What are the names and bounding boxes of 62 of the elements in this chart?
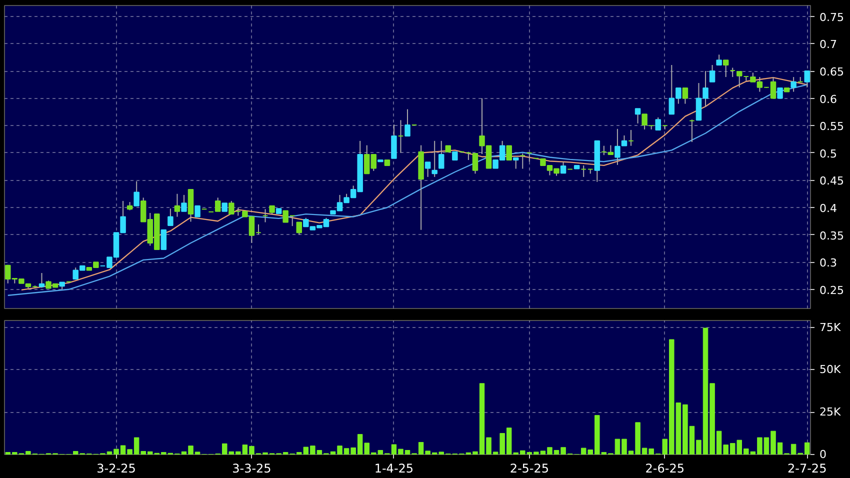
- y-tick-label: 0.6: [820, 92, 837, 106]
- candlestick: [134, 180, 140, 206]
- candlestick: [160, 229, 167, 250]
- x-tick-label: 1-4-25: [374, 462, 414, 476]
- candlestick: [168, 208, 174, 226]
- candlestick: [648, 125, 654, 130]
- x-tick-label: 2-6-25: [645, 462, 684, 476]
- y-tick-label: 0.55: [820, 120, 844, 134]
- candlestick: [432, 140, 438, 178]
- x-tick-label: 2-5-25: [510, 462, 550, 476]
- candlestick: [736, 71, 742, 88]
- candlestick: [296, 222, 302, 236]
- candlestick: [424, 162, 431, 178]
- candlestick: [716, 54, 722, 66]
- candlestick: [730, 67, 736, 78]
- candlestick: [621, 134, 628, 146]
- candlestick: [174, 193, 180, 218]
- candlestick: [722, 60, 729, 78]
- candlestick: [682, 87, 688, 104]
- y-tick-label: 0: [820, 448, 826, 461]
- candlestick: [709, 64, 716, 82]
- candlestick: [614, 128, 620, 166]
- candlestick: [214, 197, 221, 212]
- y-tick-label: 0.65: [820, 66, 844, 79]
- x-tick-label: 3-2-25: [96, 462, 136, 476]
- y-tick-label: 75K: [820, 320, 842, 334]
- candlestick: [398, 120, 404, 154]
- y-tick-label: 50K: [820, 363, 842, 376]
- y-tick-label: 0.45: [820, 174, 844, 188]
- candlestick: [181, 194, 187, 212]
- candlestick: [797, 76, 804, 82]
- candlestick: [804, 70, 810, 88]
- candlestick: [790, 76, 796, 92]
- candlestick: [743, 76, 750, 82]
- y-tick-label: 0.7: [820, 38, 837, 52]
- candlestick: [634, 108, 641, 124]
- candlestick: [777, 87, 783, 99]
- x-tick-label: 3-3-25: [232, 462, 272, 476]
- candlestick: [194, 205, 200, 218]
- candlestick: [38, 272, 45, 288]
- candlestick: [560, 161, 566, 174]
- candlestick: [438, 140, 444, 169]
- candlestick: [513, 157, 519, 170]
- candlestick: [520, 152, 526, 170]
- y-tick-label: 0.4: [820, 202, 837, 215]
- candlestick: [628, 129, 634, 146]
- candlestick: [689, 119, 695, 142]
- candlestick: [526, 152, 532, 162]
- candlestick: [642, 114, 648, 130]
- y-tick-label: 0.25: [820, 284, 844, 297]
- y-tick-label: 0.35: [820, 229, 844, 242]
- y-tick-label: 25K: [820, 406, 842, 419]
- y-tick-label: 0.3: [820, 256, 837, 270]
- candlestick: [391, 124, 397, 159]
- candlestick: [404, 108, 410, 136]
- y-tick-label: 0.5: [820, 147, 837, 160]
- candlestick: [580, 164, 586, 178]
- candlestick: [506, 145, 512, 161]
- x-tick-label: 2-7-25: [788, 462, 827, 476]
- candlestick: [262, 208, 268, 223]
- y-tick-label: 0.75: [820, 10, 844, 24]
- candlestick: [655, 116, 661, 130]
